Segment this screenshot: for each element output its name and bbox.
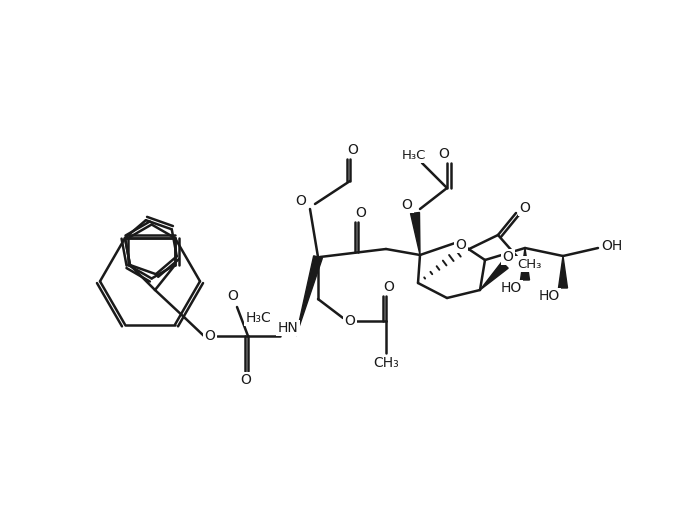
Text: O: O [345,314,356,328]
Text: O: O [205,329,216,343]
Text: O: O [503,250,514,264]
Text: HN: HN [278,321,299,335]
Polygon shape [480,262,508,290]
Text: HO: HO [500,281,521,295]
Polygon shape [558,256,567,288]
Text: HO: HO [539,289,560,303]
Text: O: O [241,373,251,387]
Text: O: O [438,147,450,161]
Text: O: O [402,198,413,212]
Text: H₃C: H₃C [402,149,426,162]
Text: O: O [456,238,466,252]
Text: O: O [347,143,358,157]
Polygon shape [296,256,322,336]
Text: O: O [228,289,239,303]
Text: O: O [296,194,306,208]
Polygon shape [521,248,530,280]
Text: CH₃: CH₃ [373,356,399,370]
Text: O: O [356,206,366,220]
Text: O: O [519,201,530,215]
Polygon shape [411,213,420,255]
Text: OH: OH [601,239,623,253]
Text: O: O [383,280,395,294]
Text: H₃C: H₃C [245,311,271,325]
Text: CH₃: CH₃ [517,257,541,270]
